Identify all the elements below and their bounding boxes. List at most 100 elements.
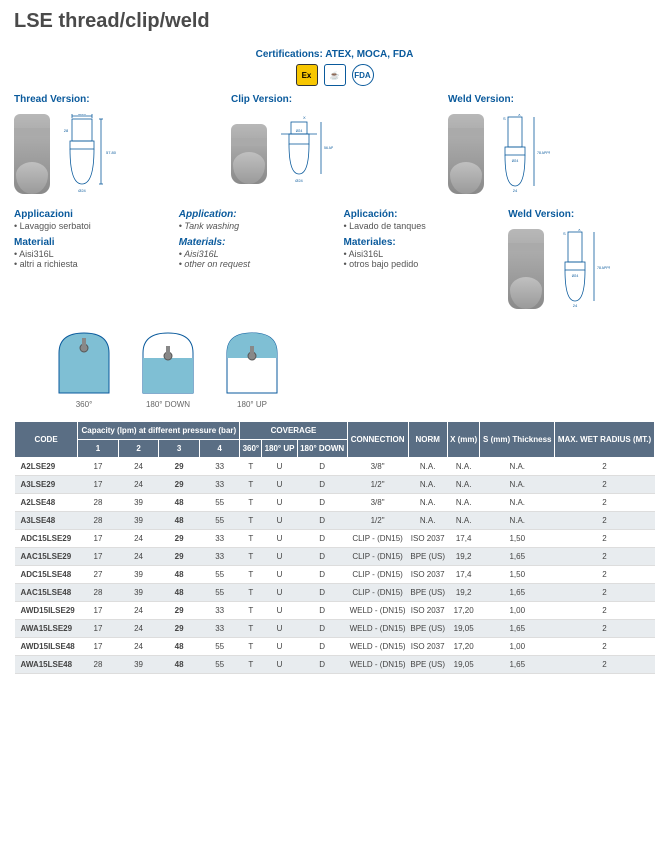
table-cell: 48 bbox=[159, 656, 200, 674]
cov-360: 360° bbox=[54, 328, 114, 409]
table-cell: 48 bbox=[159, 566, 200, 584]
table-row: A2LSE2917242933TUD3/8"N.A.N.A.N.A.2 bbox=[15, 458, 655, 476]
table-cell: 2 bbox=[555, 530, 655, 548]
table-cell: D bbox=[297, 476, 347, 494]
table-cell: 3/8" bbox=[347, 458, 408, 476]
spec-it-mat2: altri a richiesta bbox=[14, 259, 161, 269]
table-cell: 39 bbox=[118, 494, 159, 512]
thread-photo bbox=[14, 114, 50, 194]
page-title: LSE thread/clip/weld bbox=[14, 10, 655, 33]
table-row: AWD15ILSE4817244855TUDWELD - (DN15)ISO 2… bbox=[15, 638, 655, 656]
table-cell: D bbox=[297, 566, 347, 584]
table-cell: BPE (US) bbox=[408, 656, 447, 674]
spec-en-mat1: Aisi316L bbox=[179, 249, 326, 259]
table-cell: 28 bbox=[78, 494, 119, 512]
table-cell: N.A. bbox=[447, 494, 480, 512]
table-cell: U bbox=[262, 512, 297, 530]
svg-text:Ø24: Ø24 bbox=[572, 274, 579, 278]
weld-photo bbox=[448, 114, 484, 194]
table-cell: 17 bbox=[78, 620, 119, 638]
table-cell: WELD - (DN15) bbox=[347, 602, 408, 620]
table-cell: D bbox=[297, 548, 347, 566]
table-cell: WELD - (DN15) bbox=[347, 638, 408, 656]
table-cell: ISO 2037 bbox=[408, 638, 447, 656]
spec-head-it-app: Applicazioni bbox=[14, 209, 161, 220]
table-cell: 17 bbox=[78, 476, 119, 494]
table-cell: ISO 2037 bbox=[408, 530, 447, 548]
table-cell: 28 bbox=[78, 512, 119, 530]
table-cell: 17,4 bbox=[447, 566, 480, 584]
table-cell: 1,00 bbox=[480, 602, 555, 620]
table-cell: ADC15LSE29 bbox=[15, 530, 78, 548]
spec-en-mat2: other on request bbox=[179, 259, 326, 269]
table-cell: U bbox=[262, 584, 297, 602]
table-row: A3LSE4828394855TUD1/2"N.A.N.A.N.A.2 bbox=[15, 512, 655, 530]
table-row: AAC15LSE4828394855TUDCLIP - (DN15)BPE (U… bbox=[15, 584, 655, 602]
table-cell: WELD - (DN15) bbox=[347, 656, 408, 674]
table-cell: A2LSE48 bbox=[15, 494, 78, 512]
th-cap2: 2 bbox=[118, 440, 159, 458]
table-cell: AWD15ILSE29 bbox=[15, 602, 78, 620]
table-cell: AAC15LSE29 bbox=[15, 548, 78, 566]
svg-text:78 APPROX: 78 APPROX bbox=[537, 151, 550, 155]
table-cell: 24 bbox=[118, 602, 159, 620]
table-cell: 24 bbox=[118, 476, 159, 494]
table-cell: 17,4 bbox=[447, 530, 480, 548]
spec-en: Application: Tank washing Materials: Ais… bbox=[179, 209, 326, 314]
spec-es-app: Lavado de tanques bbox=[344, 221, 491, 231]
table-cell: CLIP - (DN15) bbox=[347, 566, 408, 584]
table-cell: 2 bbox=[555, 566, 655, 584]
weld2-label: Weld Version: bbox=[508, 209, 655, 220]
cov-180up: 180° UP bbox=[222, 328, 282, 409]
svg-text:24: 24 bbox=[513, 188, 518, 193]
table-head: CODE Capacity (lpm) at different pressur… bbox=[15, 422, 655, 458]
cert-label: Certifications: ATEX, MOCA, FDA bbox=[14, 49, 655, 60]
table-cell: 2 bbox=[555, 602, 655, 620]
table-cell: 1,00 bbox=[480, 638, 555, 656]
th-coverage: COVERAGE bbox=[240, 422, 347, 440]
table-cell: AWA15LSE48 bbox=[15, 656, 78, 674]
weld-drawing: X S 78 APPROX Ø24 24 bbox=[490, 114, 550, 194]
table-cell: ISO 2037 bbox=[408, 566, 447, 584]
table-cell: 24 bbox=[118, 458, 159, 476]
table-cell: 29 bbox=[159, 602, 200, 620]
table-cell: T bbox=[240, 458, 262, 476]
table-cell: T bbox=[240, 548, 262, 566]
table-cell: T bbox=[240, 476, 262, 494]
cov-180u-label: 180° UP bbox=[222, 400, 282, 409]
table-cell: 2 bbox=[555, 512, 655, 530]
table-cell: 48 bbox=[159, 638, 200, 656]
th-cov360: 360° bbox=[240, 440, 262, 458]
moca-icon: ☕ bbox=[324, 64, 346, 86]
table-cell: 1,50 bbox=[480, 566, 555, 584]
clip-label: Clip Version: bbox=[231, 94, 438, 105]
svg-text:78 APPROX: 78 APPROX bbox=[597, 266, 610, 270]
table-cell: T bbox=[240, 620, 262, 638]
table-cell: 1,65 bbox=[480, 656, 555, 674]
table-row: AAC15LSE2917242933TUDCLIP - (DN15)BPE (U… bbox=[15, 548, 655, 566]
spec-es-mat2: otros bajo pedido bbox=[344, 259, 491, 269]
table-cell: 28 bbox=[78, 584, 119, 602]
table-row: A2LSE4828394855TUD3/8"N.A.N.A.N.A.2 bbox=[15, 494, 655, 512]
th-cap1: 1 bbox=[78, 440, 119, 458]
specs-row: Applicazioni Lavaggio serbatoi Materiali… bbox=[14, 209, 655, 314]
table-cell: 24 bbox=[118, 638, 159, 656]
table-cell: D bbox=[297, 602, 347, 620]
table-cell: N.A. bbox=[480, 476, 555, 494]
table-cell: U bbox=[262, 602, 297, 620]
table-cell: U bbox=[262, 638, 297, 656]
table-cell: 1,50 bbox=[480, 530, 555, 548]
spec-head-en-mat: Materials: bbox=[179, 237, 326, 248]
table-cell: N.A. bbox=[480, 494, 555, 512]
table-cell: N.A. bbox=[408, 476, 447, 494]
cov-180d-label: 180° DOWN bbox=[138, 400, 198, 409]
table-cell: U bbox=[262, 494, 297, 512]
spec-it-app: Lavaggio serbatoi bbox=[14, 221, 161, 231]
atex-icon: Ex bbox=[296, 64, 318, 86]
weld-label: Weld Version: bbox=[448, 94, 655, 105]
table-row: A3LSE2917242933TUD1/2"N.A.N.A.N.A.2 bbox=[15, 476, 655, 494]
table-cell: 28 bbox=[78, 656, 119, 674]
table-cell: N.A. bbox=[447, 476, 480, 494]
table-cell: 48 bbox=[159, 584, 200, 602]
table-cell: 2 bbox=[555, 548, 655, 566]
